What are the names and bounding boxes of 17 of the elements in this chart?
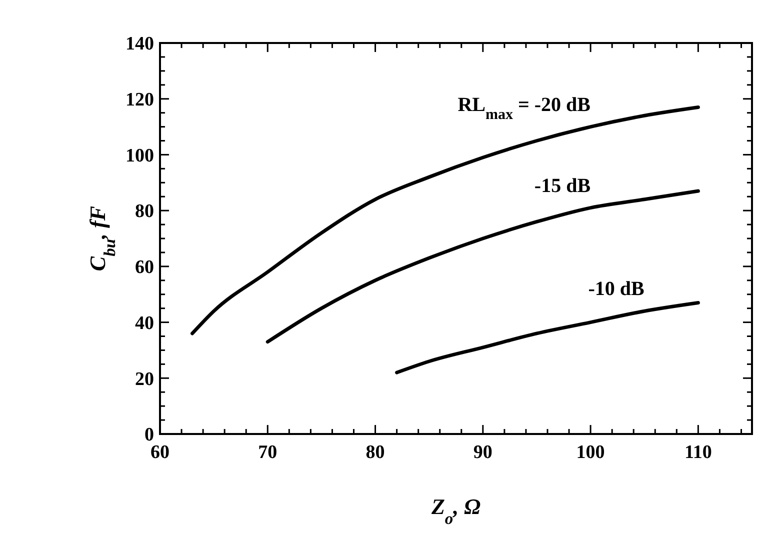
- series-label: -10 dB: [588, 278, 644, 300]
- x-tick-label: 90: [473, 442, 492, 463]
- y-tick-label: 80: [135, 201, 154, 222]
- x-tick-label: 100: [576, 442, 605, 463]
- y-tick-label: 60: [135, 257, 154, 278]
- x-tick-label: 70: [258, 442, 278, 463]
- y-tick-label: 100: [126, 145, 154, 166]
- y-tick-label: 40: [135, 312, 154, 334]
- line-series: [395, 300, 700, 374]
- series-label: -15 dB: [534, 174, 591, 197]
- x-axis-title: Z$_{o}$, Ω: [430, 494, 482, 528]
- x-tick-label: 80: [366, 442, 385, 463]
- y-tick-label: 140: [126, 34, 154, 55]
- y-tick-label: 120: [126, 90, 154, 111]
- series-label: RL$_{max}$ = -20 dB: [458, 94, 591, 123]
- x-tick-label: 110: [684, 442, 712, 463]
- y-tick-label: 20: [135, 368, 154, 390]
